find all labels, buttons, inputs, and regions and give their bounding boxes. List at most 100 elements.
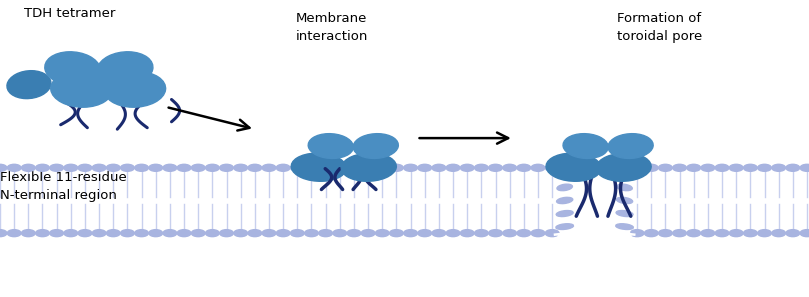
Ellipse shape [375,230,389,237]
Ellipse shape [177,164,191,171]
Ellipse shape [149,230,163,237]
Ellipse shape [121,230,134,237]
Ellipse shape [772,230,786,237]
Ellipse shape [390,230,403,237]
Bar [561,166,629,235]
Ellipse shape [319,230,332,237]
Ellipse shape [644,230,658,237]
Ellipse shape [616,211,633,217]
Ellipse shape [7,230,21,237]
Ellipse shape [375,164,389,171]
Ellipse shape [800,164,809,171]
Ellipse shape [36,230,49,237]
Ellipse shape [304,230,319,237]
Ellipse shape [390,164,403,171]
Ellipse shape [354,134,398,158]
Ellipse shape [205,164,219,171]
Ellipse shape [276,164,290,171]
Ellipse shape [545,164,559,171]
Ellipse shape [556,224,574,230]
Ellipse shape [772,164,786,171]
Ellipse shape [617,171,632,178]
Ellipse shape [743,164,757,171]
Ellipse shape [104,71,166,107]
Ellipse shape [134,164,149,171]
Ellipse shape [163,164,176,171]
Ellipse shape [347,230,361,237]
Ellipse shape [432,164,446,171]
Ellipse shape [333,164,347,171]
Ellipse shape [557,211,573,217]
Ellipse shape [7,71,51,99]
Ellipse shape [417,164,432,171]
Ellipse shape [531,230,544,237]
Ellipse shape [51,71,112,107]
Ellipse shape [7,164,21,171]
Ellipse shape [64,230,78,237]
Ellipse shape [21,164,36,171]
Ellipse shape [531,164,544,171]
Ellipse shape [557,184,573,191]
Ellipse shape [134,230,149,237]
Ellipse shape [64,164,78,171]
Ellipse shape [362,164,375,171]
Ellipse shape [417,230,432,237]
Ellipse shape [557,171,572,178]
Ellipse shape [291,153,346,181]
Ellipse shape [701,164,715,171]
Ellipse shape [177,230,191,237]
Ellipse shape [730,230,743,237]
Ellipse shape [616,184,633,191]
Ellipse shape [248,230,262,237]
Ellipse shape [447,164,460,171]
Ellipse shape [347,164,361,171]
Ellipse shape [163,230,176,237]
Ellipse shape [21,230,36,237]
Text: Formation of
toroidal pore: Formation of toroidal pore [616,12,702,43]
Ellipse shape [290,164,304,171]
Ellipse shape [800,230,809,237]
Ellipse shape [630,164,644,171]
Text: Flexible 11-residue
N-terminal region: Flexible 11-residue N-terminal region [0,171,127,202]
Ellipse shape [97,52,153,86]
Ellipse shape [489,164,502,171]
Text: TDH tetramer: TDH tetramer [24,7,116,20]
Ellipse shape [92,230,106,237]
Ellipse shape [687,164,701,171]
Ellipse shape [248,164,262,171]
Ellipse shape [616,224,633,230]
Ellipse shape [659,164,672,171]
Ellipse shape [474,230,489,237]
Ellipse shape [460,164,474,171]
Ellipse shape [563,134,608,158]
Ellipse shape [36,164,49,171]
Ellipse shape [319,164,332,171]
Ellipse shape [0,164,6,171]
Ellipse shape [276,230,290,237]
Text: Membrane
interaction: Membrane interaction [295,12,368,43]
Ellipse shape [106,230,120,237]
Ellipse shape [341,153,396,181]
Ellipse shape [757,230,771,237]
Ellipse shape [404,230,417,237]
Ellipse shape [121,164,134,171]
Ellipse shape [673,230,686,237]
Ellipse shape [308,134,354,158]
Ellipse shape [192,164,205,171]
Ellipse shape [447,230,460,237]
Ellipse shape [149,164,163,171]
Ellipse shape [630,230,644,237]
Ellipse shape [44,52,100,86]
Ellipse shape [545,230,559,237]
Ellipse shape [502,230,516,237]
Ellipse shape [220,230,233,237]
Ellipse shape [78,164,92,171]
Ellipse shape [596,153,651,181]
Ellipse shape [644,164,658,171]
Ellipse shape [786,164,799,171]
Ellipse shape [192,230,205,237]
Ellipse shape [333,230,347,237]
Ellipse shape [92,164,106,171]
Ellipse shape [546,153,601,181]
Ellipse shape [362,230,375,237]
